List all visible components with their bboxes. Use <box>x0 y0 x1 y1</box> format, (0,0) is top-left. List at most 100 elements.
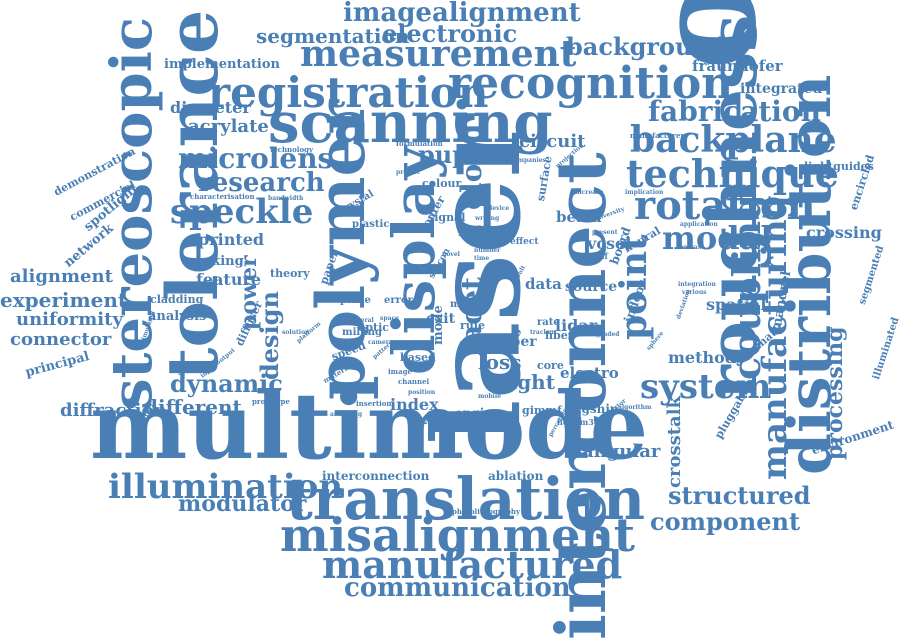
word-integrated: integrated <box>740 81 823 97</box>
word-field: field <box>458 224 493 240</box>
word-translation: translation <box>286 465 646 533</box>
word-source: source <box>565 279 618 295</box>
word-segmentation: segmentation <box>256 24 410 48</box>
word-space: space <box>380 315 399 322</box>
word-image: image <box>388 367 412 376</box>
word-photolithography: photolithography <box>452 507 521 516</box>
word-implementation: implementation <box>164 57 280 72</box>
word-colour: colour <box>422 177 462 190</box>
word-speckle: speckle <box>170 192 314 232</box>
word-uniformity: uniformity <box>16 309 123 330</box>
word-structured: structured <box>668 481 811 510</box>
word-present: present <box>592 229 618 236</box>
word-optic: optic <box>358 321 389 334</box>
word-more: more <box>450 299 479 310</box>
word-technology: technology <box>270 145 314 154</box>
word-illumination: illumination <box>108 467 344 507</box>
word-lidar: lidar <box>555 316 598 335</box>
word-solution: solution <box>282 329 310 336</box>
word-angular: angular <box>582 441 661 462</box>
word-rotation: rotation <box>634 182 816 229</box>
word-number: number <box>474 247 501 254</box>
word-bend: bend <box>487 227 512 237</box>
word-graded: graded <box>596 331 620 338</box>
word-registration: registration <box>208 68 489 117</box>
word-illuminated: illuminated <box>871 316 900 382</box>
word-simmf: simmf <box>580 251 608 261</box>
word-insertion: insertion <box>356 399 392 408</box>
word-deviation: deviation <box>675 288 693 321</box>
word-background: background <box>566 32 727 61</box>
word-cladding: cladding <box>150 293 204 306</box>
word-mobile: mobile <box>478 393 501 400</box>
word-misalignment: misalignment <box>280 508 636 562</box>
word-dynamic: dynamic <box>170 369 283 398</box>
word-novel: novel <box>442 251 460 258</box>
word-exit: exit <box>426 311 456 327</box>
word-segmented: segmented <box>857 244 887 307</box>
word-based: based <box>400 351 436 364</box>
word-method: method <box>668 348 736 367</box>
word-diameter: diameter <box>170 98 251 117</box>
word-diffraction: diffraction <box>60 400 167 421</box>
word-gimmf: gimmf <box>522 404 562 417</box>
word-writing: writing <box>475 215 500 222</box>
word-taper: taper <box>495 334 537 350</box>
word-principal: principal <box>23 349 92 381</box>
word-component: component <box>650 507 801 536</box>
word-imagealignment: imagealignment <box>343 0 581 28</box>
word-position: position <box>408 389 436 396</box>
word-formulation: formulation <box>396 139 443 148</box>
word-several: several <box>350 317 374 324</box>
word-flagship: flagship <box>565 402 619 416</box>
word-index: index <box>390 395 439 414</box>
word-error: error <box>384 295 413 306</box>
word-technique: technique <box>626 151 839 196</box>
word-device: device <box>488 205 510 212</box>
word-increase: increase <box>575 189 604 196</box>
word-scanning: scanning <box>268 90 553 156</box>
word-circuit: circuit <box>519 131 586 152</box>
word-backplane: backplane <box>630 119 837 161</box>
word-fiber: fiber <box>545 329 574 342</box>
word-electronic: electronic <box>382 19 518 48</box>
word-companies: companies <box>510 157 546 164</box>
word-bandwidth: bandwidth <box>268 195 304 202</box>
word-alignment: alignment <box>10 266 113 287</box>
word-feature: feature <box>196 270 262 289</box>
word-fraunhofer: fraunhofer <box>692 57 783 75</box>
word-plane: plane <box>340 295 371 306</box>
word-measurement: measurement <box>300 33 577 75</box>
word-multimode: multimode <box>90 372 649 480</box>
word-characterisation: characterisation <box>190 192 255 201</box>
word-data: data <box>525 275 562 293</box>
word-integration: integration <box>678 281 716 288</box>
word-rate: rate <box>537 317 560 328</box>
word-helium3d: helium3d <box>557 417 600 427</box>
word-crosstalk: crosstalk <box>664 395 685 488</box>
word-beam: beam <box>556 208 602 226</box>
word-system: system <box>640 367 772 407</box>
word-printed: printed <box>198 230 265 249</box>
word-pupil: pupil <box>418 140 488 169</box>
word-modal: modal <box>662 219 773 257</box>
word-core: core <box>537 359 564 372</box>
word-loss: loss <box>478 350 522 374</box>
word-manufacturer: manufacturer <box>630 131 685 140</box>
word-theory: theory <box>270 267 310 280</box>
word-modulator: modulator <box>178 491 307 517</box>
word-light: light <box>502 370 555 394</box>
word-camera: camera <box>368 339 393 346</box>
word-connector: connector <box>10 329 112 350</box>
word-signal: signal <box>428 211 466 224</box>
word-acrylate: acrylate <box>188 116 269 137</box>
word-implication: implication <box>625 189 664 196</box>
word-tracker: tracker <box>530 329 555 336</box>
word-tracking: tracking <box>182 254 244 269</box>
word-facet: facet <box>455 277 488 355</box>
word-crossing: crossing <box>806 223 882 242</box>
word-electro: electro <box>560 364 619 382</box>
word-engine: engine <box>455 406 501 420</box>
word-project: project <box>396 169 420 176</box>
